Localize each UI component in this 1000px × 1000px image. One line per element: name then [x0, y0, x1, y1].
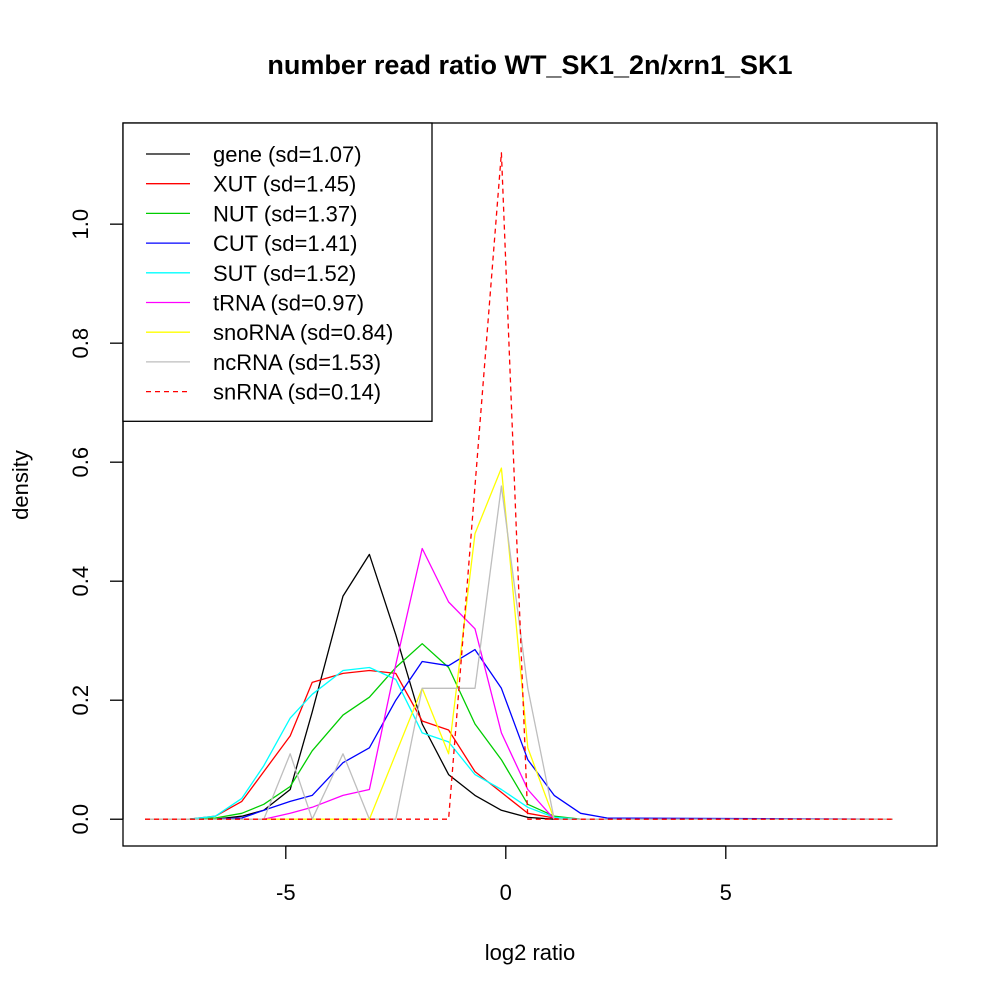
legend-label-4: SUT (sd=1.52)	[213, 261, 356, 286]
legend-label-8: snRNA (sd=0.14)	[213, 380, 381, 405]
series-line-8	[145, 152, 893, 820]
x-tick-label: 0	[500, 880, 512, 905]
legend-label-5: tRNA (sd=0.97)	[213, 291, 364, 316]
y-tick-label: 0.4	[68, 566, 93, 597]
y-tick-label: 0.6	[68, 447, 93, 478]
series-line-7	[145, 485, 893, 820]
series-line-6	[145, 467, 893, 820]
chart-title: number read ratio WT_SK1_2n/xrn1_SK1	[267, 50, 792, 80]
series-lines	[145, 152, 894, 820]
x-axis-label: log2 ratio	[485, 940, 576, 965]
x-tick-label: 5	[720, 880, 732, 905]
legend-label-3: CUT (sd=1.41)	[213, 231, 357, 256]
x-tick-label: -5	[276, 880, 296, 905]
legend-label-2: NUT (sd=1.37)	[213, 201, 357, 226]
y-axis-label: density	[8, 450, 33, 520]
y-tick-label: 0.2	[68, 685, 93, 716]
legend: gene (sd=1.07) XUT (sd=1.45) NUT (sd=1.37)…	[122, 122, 433, 422]
legend-label-6: snoRNA (sd=0.84)	[213, 320, 393, 345]
legend-label-7: ncRNA (sd=1.53)	[213, 350, 381, 375]
y-tick-label: 0.8	[68, 328, 93, 359]
plot-frame	[122, 122, 938, 847]
legend-label-0: gene (sd=1.07)	[213, 142, 362, 167]
y-tick-label: 0.0	[68, 804, 93, 835]
series-line-3	[145, 648, 894, 820]
y-tick-label: 1.0	[68, 209, 93, 240]
legend-label-1: XUT (sd=1.45)	[213, 172, 356, 197]
series-line-5	[145, 547, 893, 820]
